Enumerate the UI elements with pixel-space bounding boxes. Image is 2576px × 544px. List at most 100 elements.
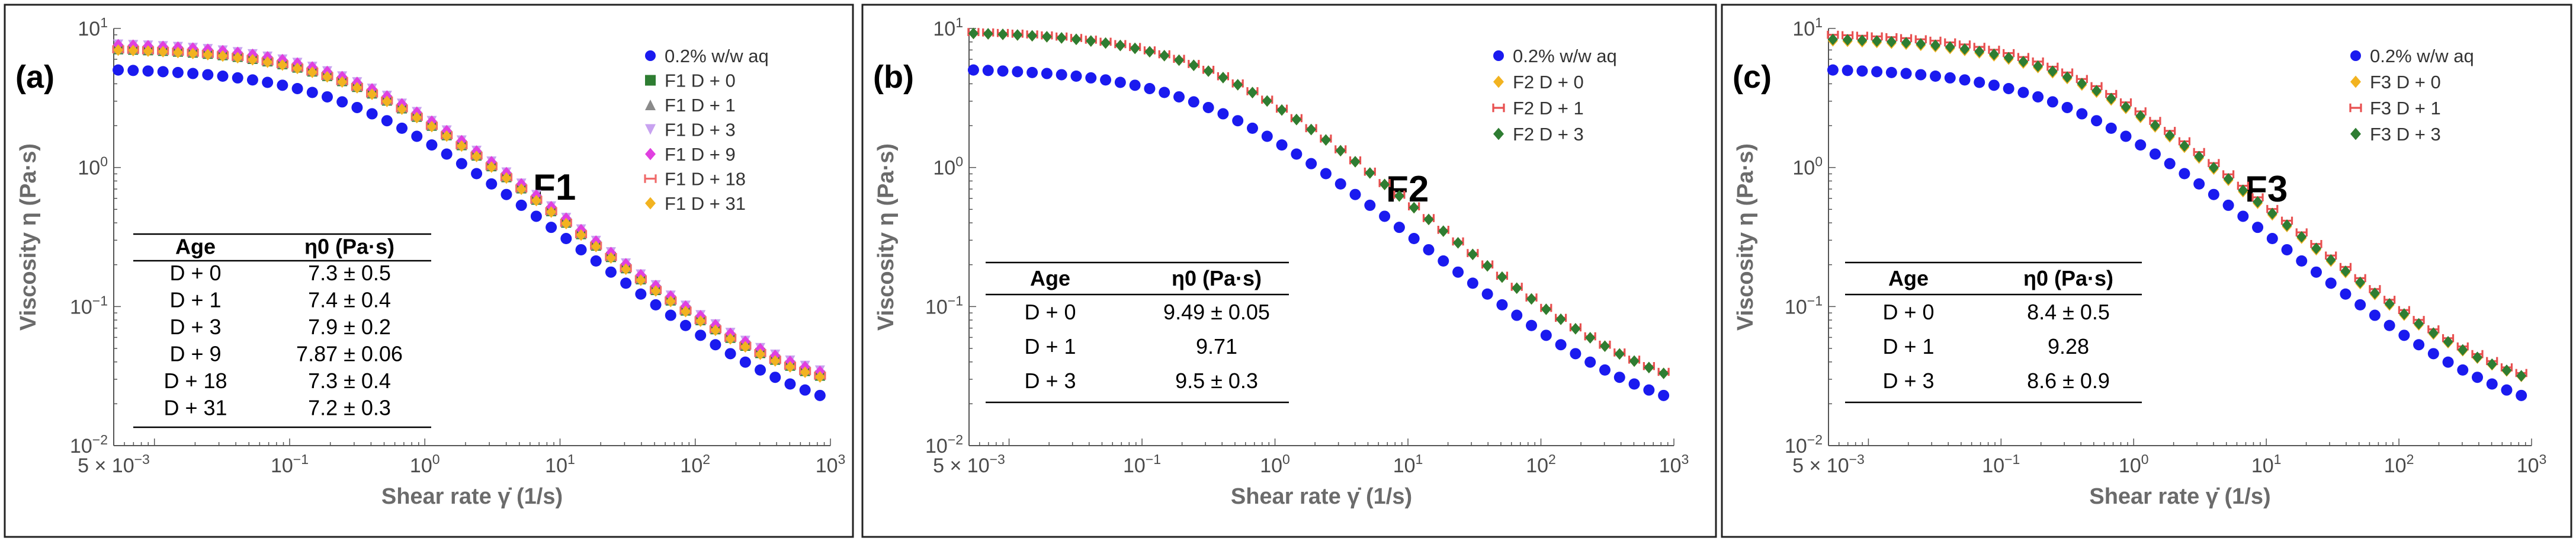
table-cell-eta0: 7.9 ± 0.2 xyxy=(308,315,391,339)
y-tick-exponent: −2 xyxy=(1807,432,1823,447)
data-point xyxy=(2091,115,2103,127)
data-point xyxy=(1497,271,1507,283)
data-point xyxy=(2472,351,2483,363)
legend-label: F1 D + 9 xyxy=(665,144,736,165)
data-point xyxy=(1232,115,1244,127)
data-point xyxy=(2018,56,2029,68)
data-point xyxy=(2033,60,2044,72)
legend-label: F3 D + 0 xyxy=(2370,72,2441,92)
data-point xyxy=(367,88,377,100)
table-cell-eta0: 9.5 ± 0.3 xyxy=(1175,369,1258,393)
data-point xyxy=(1585,332,1596,344)
data-point xyxy=(1540,329,1552,341)
data-point xyxy=(1364,199,1376,211)
y-axis-title: Viscosity η (Pa·s) xyxy=(874,143,899,331)
x-tick-exponent: −1 xyxy=(1146,452,1161,467)
data-point xyxy=(2486,378,2498,390)
data-point xyxy=(1658,367,1669,379)
data-point xyxy=(113,64,124,76)
data-point xyxy=(982,65,994,76)
data-point xyxy=(1900,68,1912,79)
x-tick-base: 10 xyxy=(1393,455,1416,477)
y-tick-base: 10 xyxy=(933,18,955,40)
data-point xyxy=(202,69,214,81)
data-point xyxy=(1262,95,1272,107)
data-point xyxy=(2003,52,2014,64)
table-cell-age: D + 9 xyxy=(169,341,221,366)
table-cell-age: D + 3 xyxy=(1024,369,1076,393)
series-0 xyxy=(113,64,826,401)
data-point xyxy=(2282,219,2292,231)
legend-label: F1 D + 3 xyxy=(665,120,736,140)
data-point xyxy=(337,76,348,88)
data-point xyxy=(2383,319,2395,331)
data-point xyxy=(575,244,587,255)
x-tick-base: 10 xyxy=(2119,455,2141,477)
y-tick-base: 10 xyxy=(1792,18,1815,40)
data-point xyxy=(456,140,467,152)
data-point xyxy=(1159,50,1170,62)
data-point xyxy=(1930,39,1941,52)
data-point xyxy=(725,333,736,345)
data-point xyxy=(724,348,736,360)
data-point xyxy=(1856,65,1868,77)
data-point xyxy=(217,71,229,82)
data-point xyxy=(2384,297,2395,310)
data-point xyxy=(411,130,423,142)
data-point xyxy=(306,87,318,98)
legend-marker xyxy=(1492,103,1505,113)
data-point xyxy=(1100,74,1112,86)
data-point xyxy=(1115,39,1125,52)
data-point xyxy=(2516,389,2527,401)
table-header-eta0: η0 (Pa·s) xyxy=(1172,266,1262,290)
y-axis-title: Viscosity η (Pa·s) xyxy=(16,143,41,331)
data-point xyxy=(2017,87,2029,98)
data-point xyxy=(1101,37,1111,49)
data-point xyxy=(1423,244,1435,255)
panel-1: 5 × 10−3 10−1 100 101 102 10310110010−110−2Sh… xyxy=(4,4,854,538)
data-point xyxy=(1555,339,1567,351)
x-tick-label: 100 xyxy=(2119,452,2149,477)
data-point xyxy=(1512,282,1522,294)
x-tick-exponent: 2 xyxy=(2407,452,2414,467)
data-point xyxy=(1526,319,1538,331)
data-point xyxy=(2428,327,2439,339)
formulation-label: F3 xyxy=(2245,169,2288,210)
data-point xyxy=(2296,255,2308,267)
data-point xyxy=(1988,48,1999,60)
data-point xyxy=(1188,59,1199,71)
legend: 0.2% w/w aq F2 D + 0 F2 D + 1 F2 D + 3 xyxy=(1492,46,1617,145)
y-tick-base: 10 xyxy=(933,157,955,180)
panel-letter: (c) xyxy=(1733,59,1772,95)
data-point xyxy=(2442,356,2454,368)
data-point xyxy=(2135,110,2146,122)
y-tick-exponent: 1 xyxy=(1815,15,1823,30)
data-point xyxy=(217,50,228,62)
panel-2: 5 × 10−3 10−1 100 101 102 10310110010−110−2Sh… xyxy=(861,4,1717,538)
data-point xyxy=(2032,91,2044,103)
data-point xyxy=(1056,69,1067,81)
panel-letter: (b) xyxy=(873,59,914,95)
data-point xyxy=(501,172,512,184)
y-tick-label: 10−1 xyxy=(70,293,108,318)
panel-border xyxy=(861,4,1717,538)
x-tick-label: 100 xyxy=(410,452,440,477)
data-point xyxy=(1306,123,1317,136)
data-point xyxy=(755,348,766,360)
table-cell-eta0: 9.71 xyxy=(1196,334,1237,359)
data-point xyxy=(814,389,826,401)
data-point xyxy=(172,46,183,59)
data-point xyxy=(1614,348,1625,360)
data-point xyxy=(1438,225,1449,237)
y-tick-label: 100 xyxy=(933,154,963,180)
data-point xyxy=(1467,248,1478,261)
data-point xyxy=(1114,76,1126,88)
data-point xyxy=(1027,30,1038,42)
data-point xyxy=(1496,299,1508,311)
data-point xyxy=(1930,71,1942,82)
table-cell-age: D + 0 xyxy=(1024,300,1076,324)
data-point xyxy=(396,122,408,134)
data-point xyxy=(2238,184,2248,196)
table-cell-eta0: 7.87 ± 0.06 xyxy=(296,341,403,366)
